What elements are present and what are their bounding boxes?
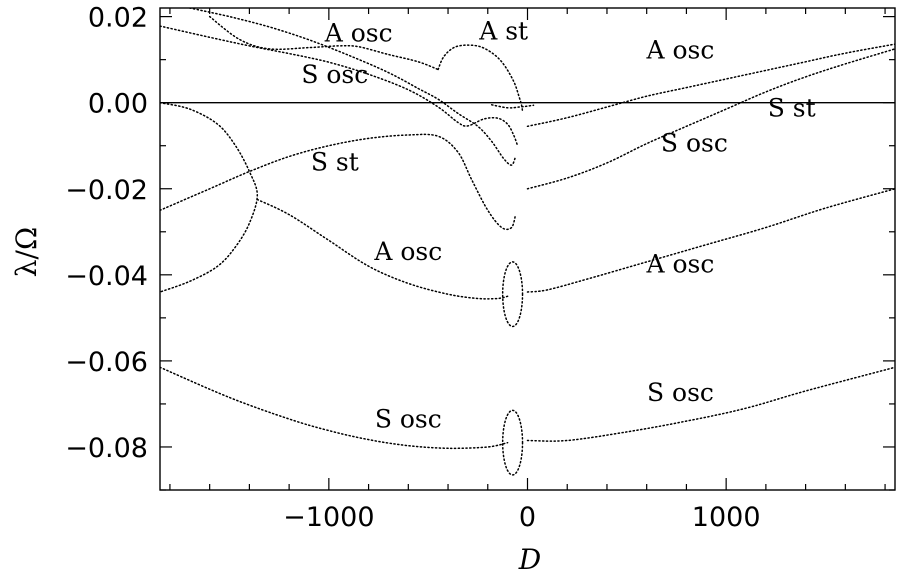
y-tick-label: −0.06 xyxy=(65,347,148,378)
series-line-3 xyxy=(208,15,439,71)
y-tick-label: 0.00 xyxy=(88,89,148,120)
curve-annotation-label: S st xyxy=(311,148,359,177)
series-loop-2 xyxy=(501,409,524,476)
y-tick-label: −0.02 xyxy=(65,175,148,206)
curve-annotation-label: S osc xyxy=(375,405,442,434)
series-line-13 xyxy=(526,366,895,442)
curve-annotation-label: A st xyxy=(478,16,528,45)
y-tick-label: −0.08 xyxy=(65,433,148,464)
series-line-9 xyxy=(160,101,259,293)
series-line-4 xyxy=(437,44,524,113)
series-line-12 xyxy=(160,366,509,450)
curve-annotation-label: S osc xyxy=(647,378,714,407)
series-line-10 xyxy=(256,198,509,300)
annotations-group: A osc A st A osc S osc S st S osc S st A osc A o… xyxy=(301,16,815,433)
curve-annotation-label: S osc xyxy=(301,60,368,89)
curve-annotation-label: A osc xyxy=(646,250,715,279)
curve-annotation-label: A osc xyxy=(646,35,715,64)
series-line-8 xyxy=(526,48,895,190)
curve-annotation-label: S osc xyxy=(661,128,728,157)
series-line-11 xyxy=(526,188,895,293)
series-line-6 xyxy=(160,133,517,231)
curve-annotation-label: A osc xyxy=(373,237,442,266)
curve-annotation-label: S st xyxy=(768,93,816,122)
series-line-2 xyxy=(189,8,517,166)
curve-annotation-label: A osc xyxy=(324,19,393,48)
data-series-group xyxy=(160,8,895,476)
y-tick-label: −0.04 xyxy=(65,261,148,292)
series-line-7 xyxy=(526,43,895,128)
y-axis-title: λ/Ω xyxy=(10,227,43,277)
x-axis-title: D xyxy=(518,543,541,574)
series-clip-group xyxy=(160,8,895,476)
plot-frame xyxy=(159,7,896,491)
ticks-group: −1000 0 1000 0.02 0.00 −0.02 −0.04 −0.06 −0.08 xyxy=(65,3,895,533)
x-tick-label: 0 xyxy=(519,502,536,533)
x-tick-label: −1000 xyxy=(283,502,374,533)
series-loop-1 xyxy=(501,261,524,328)
y-tick-label: 0.02 xyxy=(88,3,148,34)
x-tick-label: 1000 xyxy=(692,502,761,533)
series-line-5 xyxy=(490,104,535,109)
